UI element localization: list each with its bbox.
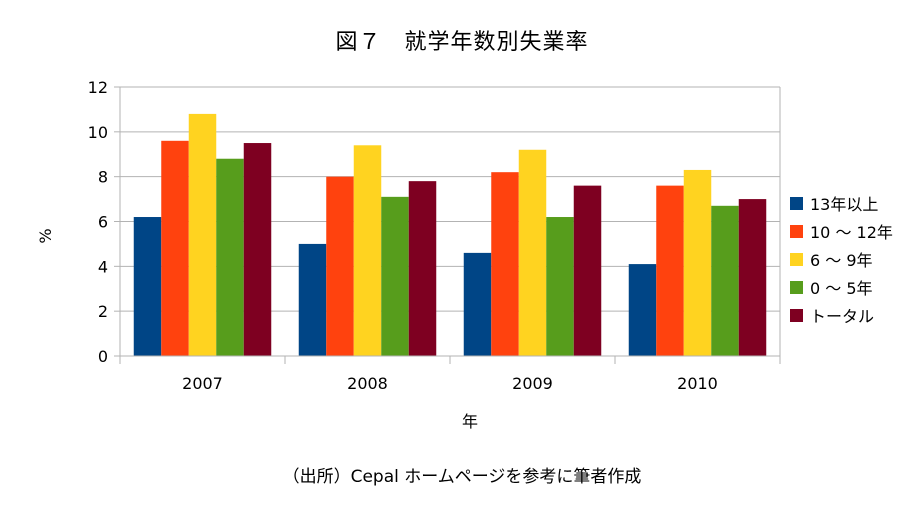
legend-label: 6 ～ 9年: [810, 251, 873, 270]
bar-2010-0: [628, 264, 657, 356]
bar-2010-4: [738, 199, 767, 356]
y-tick-label: 0: [98, 347, 108, 366]
legend-swatch: [790, 197, 803, 210]
bar-2009-1: [491, 172, 519, 356]
legend-label: トータル: [810, 307, 874, 326]
bar-2008-3: [381, 196, 409, 356]
bar-2008-4: [408, 181, 437, 356]
y-tick-label: 2: [98, 302, 108, 321]
y-tick-label: 10: [88, 123, 108, 142]
y-tick-label: 12: [88, 78, 108, 97]
bar-2008-0: [298, 243, 327, 356]
bar-2010-1: [656, 185, 684, 356]
chart-title: 図７ 就学年数別失業率: [335, 30, 589, 55]
bar-2009-0: [463, 252, 492, 356]
legend-label: 10 ～ 12年: [810, 223, 893, 242]
bar-2007-4: [243, 143, 272, 356]
legend-label: 13年以上: [810, 195, 878, 214]
bar-2007-2: [188, 113, 217, 357]
x-tick-label: 2008: [347, 374, 388, 393]
bar-2007-3: [216, 158, 244, 356]
axes: 0 2 4 6 8 10 12 2007 2008 2009 2010 年%: [36, 78, 781, 431]
bar-2009-4: [573, 185, 602, 356]
bars: [133, 113, 767, 357]
legend-swatch: [790, 281, 803, 294]
bar-2007-0: [133, 217, 162, 356]
bar-2009-2: [518, 149, 547, 356]
legend-swatch: [790, 225, 803, 238]
y-tick-label: 6: [98, 213, 108, 232]
x-tick-label: 2007: [182, 374, 223, 393]
bar-2008-2: [353, 145, 382, 356]
legend-swatch: [790, 309, 803, 322]
bar-2007-1: [161, 140, 189, 356]
x-tick-label: 2009: [512, 374, 553, 393]
y-tick-label: 4: [98, 257, 108, 276]
y-tick-label: 8: [98, 168, 108, 187]
bar-2010-3: [711, 205, 739, 356]
legend-label: 0 ～ 5年: [810, 279, 873, 298]
legend-swatch: [790, 253, 803, 266]
bar-2009-3: [546, 217, 574, 356]
source-note: （出所）Cepal ホームページを参考に筆者作成: [282, 467, 642, 487]
x-axis-label: 年: [462, 412, 478, 431]
y-axis-label: %: [36, 228, 55, 243]
bar-2008-1: [326, 176, 354, 356]
x-tick-label: 2010: [677, 374, 718, 393]
bar-2010-2: [683, 169, 712, 356]
